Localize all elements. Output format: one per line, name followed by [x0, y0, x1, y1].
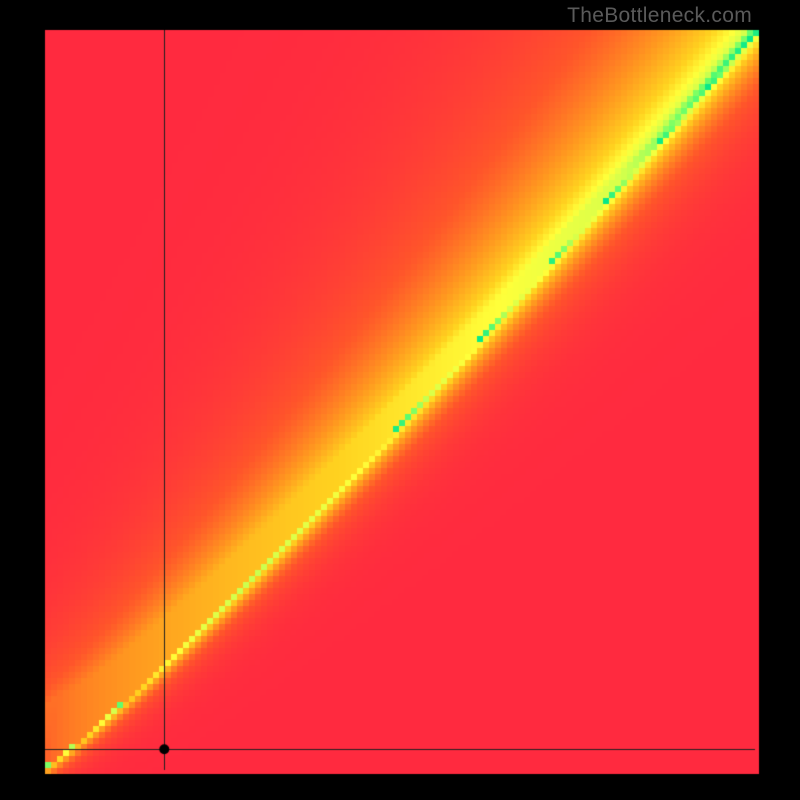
- watermark-text: TheBottleneck.com: [567, 4, 752, 28]
- bottleneck-heatmap: [0, 0, 800, 800]
- chart-container: TheBottleneck.com: [0, 0, 800, 800]
